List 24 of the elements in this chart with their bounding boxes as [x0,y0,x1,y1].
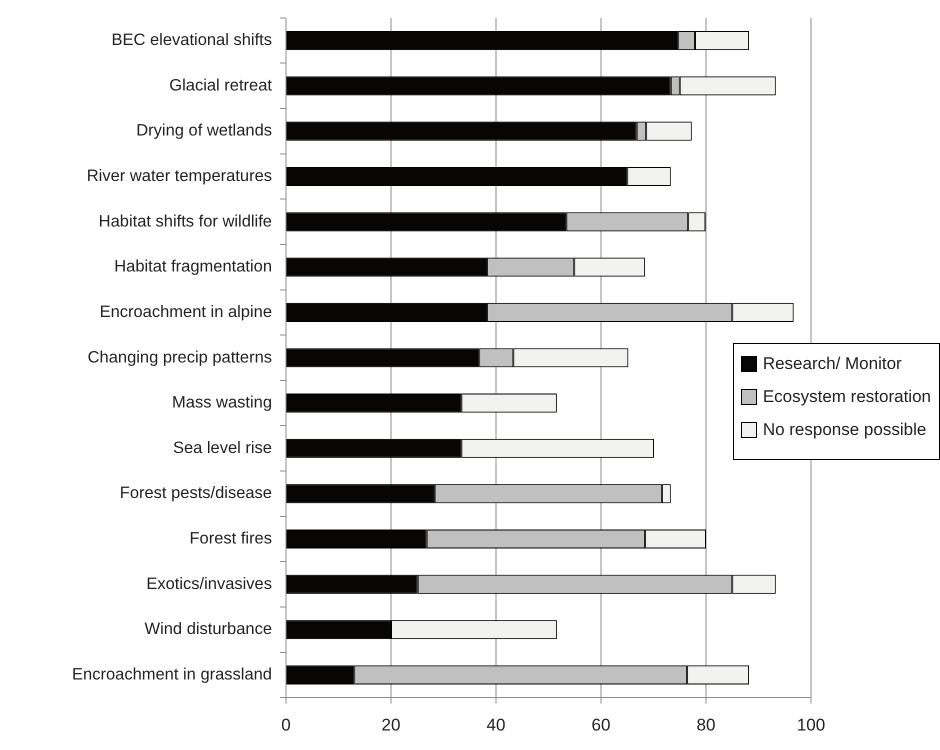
y-tick-label: Mass wasting [172,394,272,412]
y-tick-label: Habitat fragmentation [114,258,272,276]
x-tick-label: 60 [592,715,610,734]
y-tick-label: Encroachment in grassland [72,665,272,684]
y-tick-label: Changing precip patterns [88,348,272,366]
legend-label: Research/ Monitor [762,354,902,374]
y-tick-label: Forest fires [189,530,272,548]
legend-label: No response possible [762,420,926,440]
x-tick-label: 0 [281,715,291,734]
y-tick-label: Sea level rise [172,438,272,457]
y-tick-label: Wind disturbance [144,620,272,638]
y-tick-label: Forest pests/disease [120,484,272,502]
legend-label: Ecosystem restoration [762,387,931,407]
x-tick-label: 40 [486,715,506,734]
x-tick-label: 100 [796,715,826,734]
y-tick-label: River water temperatures [86,167,272,186]
y-tick-label: Glacial retreat [169,76,272,94]
x-tick-label: 80 [696,715,716,734]
y-tick-label: Encroachment in alpine [100,302,272,321]
y-tick-label: Habitat shifts for wildlife [98,212,272,230]
y-tick-label: Exotics/invasives [146,574,272,593]
y-tick-label: Drying of wetlands [136,122,272,140]
y-tick-label: BEC elevational shifts [112,31,272,50]
x-tick-label: 20 [382,715,400,734]
